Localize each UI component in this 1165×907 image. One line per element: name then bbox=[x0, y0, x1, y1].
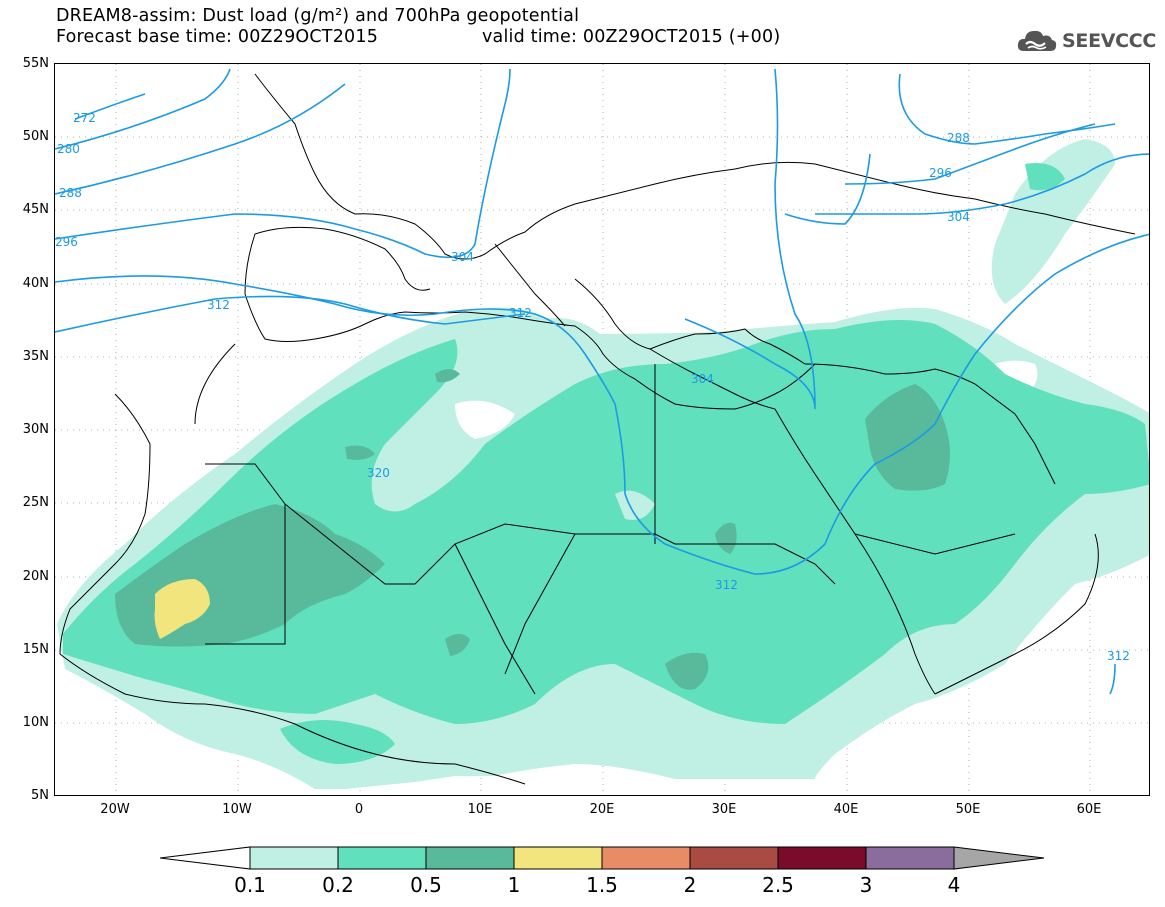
lon-label: 30E bbox=[711, 802, 737, 817]
lat-label: 15N bbox=[22, 642, 49, 657]
colorbar-label: 2 bbox=[683, 873, 697, 897]
lon-label: 50E bbox=[955, 802, 981, 817]
contour-label: 312 bbox=[715, 578, 738, 592]
lat-label: 5N bbox=[31, 788, 49, 803]
dust-field-1.0 bbox=[154, 579, 210, 639]
contour-label: 304 bbox=[451, 250, 474, 264]
colorbar-label: 0.2 bbox=[322, 873, 354, 897]
colorbar-seg-3 bbox=[865, 846, 955, 870]
colorbar-seg-0.5 bbox=[425, 846, 515, 870]
geopotential-contours bbox=[55, 68, 1149, 695]
colorbar-seg-1 bbox=[513, 846, 603, 870]
lat-label: 10N bbox=[22, 715, 49, 730]
contour-label: 312 bbox=[207, 298, 230, 312]
colorbar-seg-2 bbox=[689, 846, 779, 870]
lat-label: 40N bbox=[22, 276, 49, 291]
contour-label: 272 bbox=[73, 111, 96, 125]
contour-label: 304 bbox=[451, 250, 474, 264]
lat-label: 45N bbox=[22, 202, 49, 217]
lat-label: 30N bbox=[22, 422, 49, 437]
title-line-2: Forecast base time: 00Z29OCT2015 valid ti… bbox=[56, 27, 780, 48]
lon-label: 10W bbox=[222, 802, 252, 817]
map-canvas: 272 280 288 296 304 312 320 288 296 304 … bbox=[55, 64, 1149, 795]
logo-text: SEEVCCC bbox=[1062, 30, 1157, 52]
lat-label: 35N bbox=[22, 349, 49, 364]
colorbar-seg-under bbox=[160, 846, 251, 870]
lat-label: 50N bbox=[22, 129, 49, 144]
lon-label: 10E bbox=[467, 802, 493, 817]
contour-label: 320 bbox=[367, 466, 390, 480]
seevccc-logo: SEEVCCC bbox=[1016, 26, 1156, 56]
colorbar-seg-1.5 bbox=[601, 846, 691, 870]
lat-label: 55N bbox=[22, 56, 49, 71]
colorbar-label: 1.5 bbox=[586, 873, 618, 897]
lat-label: 25N bbox=[22, 495, 49, 510]
colorbar-label: 3 bbox=[859, 873, 873, 897]
colorbar-label: 0.1 bbox=[234, 873, 266, 897]
lon-label: 60E bbox=[1076, 802, 1102, 817]
lon-label: 20W bbox=[100, 802, 130, 817]
colorbar-label: 0.5 bbox=[410, 873, 442, 897]
lon-label: 20E bbox=[589, 802, 615, 817]
contour-label: 304 bbox=[947, 210, 970, 224]
contour-label: 288 bbox=[947, 131, 970, 145]
valid-time: valid time: 00Z29OCT2015 (+00) bbox=[482, 27, 781, 47]
colorbar-label: 1 bbox=[507, 873, 521, 897]
coastlines-borders bbox=[59, 73, 1136, 785]
forecast-base-time: Forecast base time: 00Z29OCT2015 bbox=[56, 27, 379, 47]
map-panel: 272 280 288 296 304 312 320 288 296 304 … bbox=[54, 63, 1150, 796]
contour-label-group: 272 280 288 296 304 312 320 288 296 304 … bbox=[55, 111, 1130, 663]
lat-label: 20N bbox=[22, 569, 49, 584]
colorbar bbox=[160, 846, 1045, 870]
title-line-1: DREAM8-assim: Dust load (g/m²) and 700hP… bbox=[56, 6, 580, 26]
colorbar-label: 2.5 bbox=[762, 873, 794, 897]
contour-label: 296 bbox=[929, 166, 952, 180]
lon-label: 40E bbox=[833, 802, 859, 817]
contour-label: 280 bbox=[57, 142, 80, 156]
colorbar-label: 4 bbox=[947, 873, 961, 897]
lon-label: 0 bbox=[354, 802, 364, 817]
colorbar-seg-over bbox=[953, 846, 1045, 870]
colorbar-seg-2.5 bbox=[777, 846, 867, 870]
contour-label: 296 bbox=[55, 235, 78, 249]
contour-label: 304 bbox=[691, 372, 714, 386]
contour-label: 312 bbox=[509, 306, 532, 320]
contour-label: 312 bbox=[1107, 649, 1130, 663]
colorbar-seg-0.2 bbox=[337, 846, 427, 870]
contour-label: 288 bbox=[59, 186, 82, 200]
map-title: DREAM8-assim: Dust load (g/m²) and 700hP… bbox=[56, 6, 780, 48]
colorbar-seg-0.1 bbox=[249, 846, 339, 870]
cloud-icon bbox=[1017, 30, 1057, 51]
